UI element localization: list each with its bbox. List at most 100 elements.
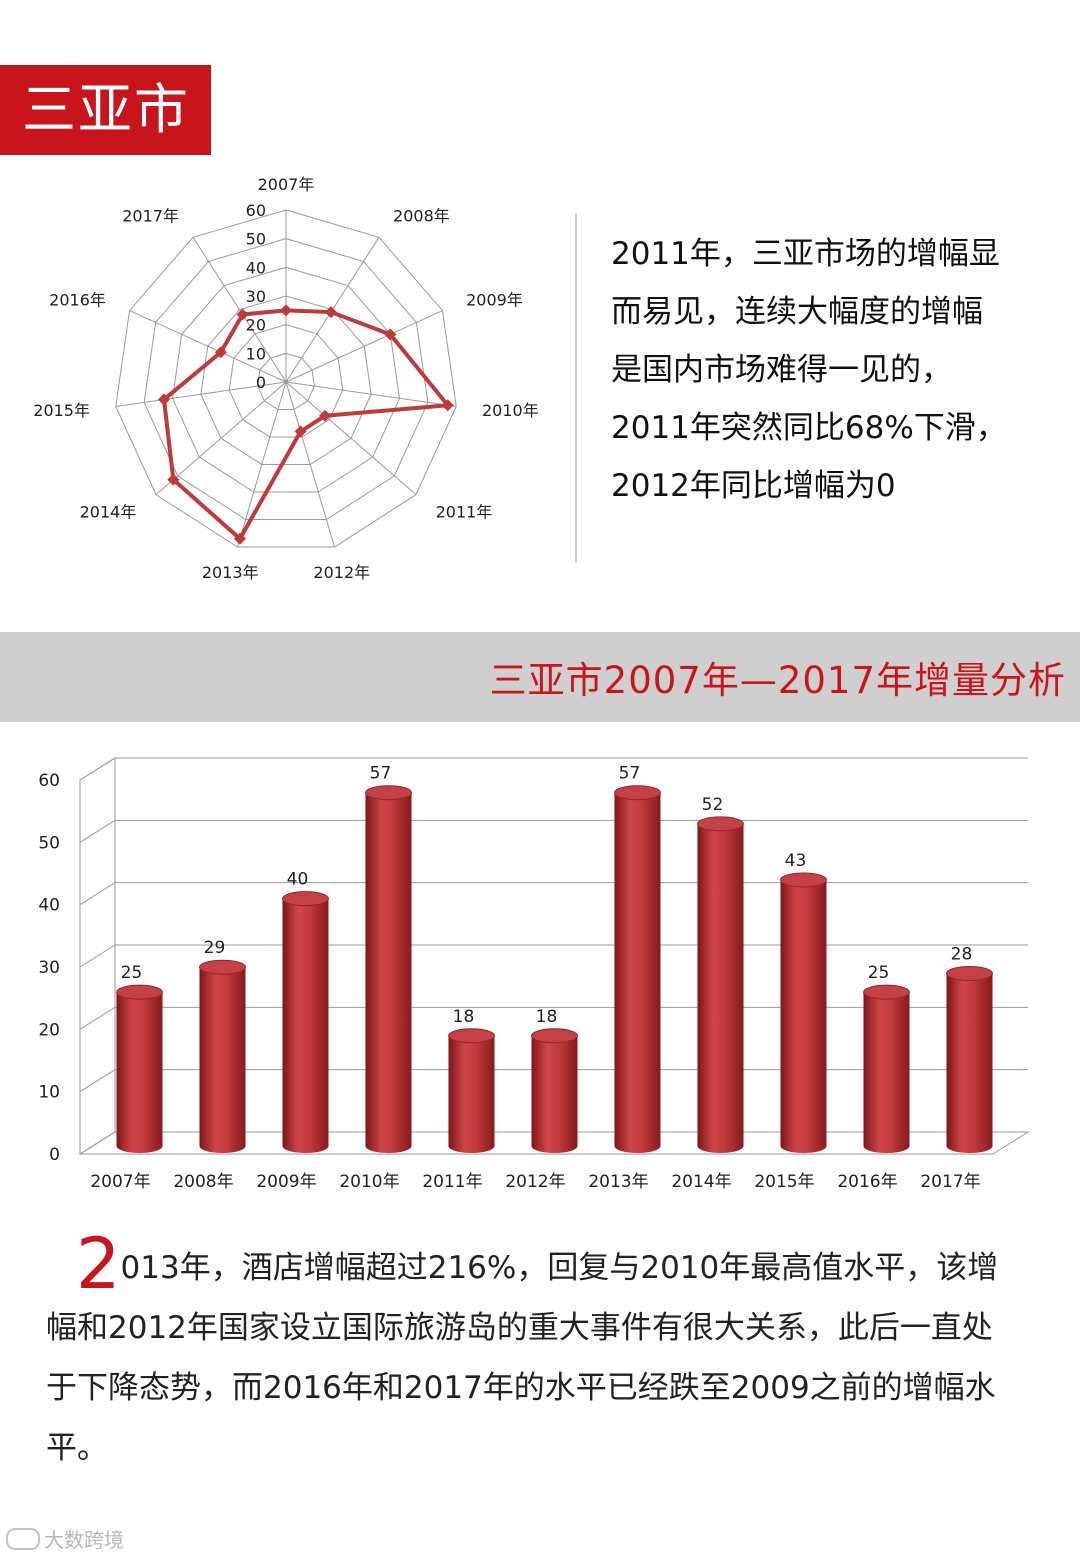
bar-group [780, 872, 827, 1153]
bar-top [116, 984, 163, 1000]
bar-top [697, 816, 744, 832]
radar-category-label: 2011年 [436, 503, 493, 522]
bar-top [863, 984, 910, 1000]
bar-data-label: 29 [204, 938, 226, 958]
bar-gridline-diagonal [79, 819, 116, 843]
radar-data-point [236, 308, 249, 321]
bar-gridline-diagonal [79, 1006, 116, 1030]
radar-grid-ring [115, 209, 457, 548]
bar-data-label: 18 [536, 1007, 558, 1027]
bar [697, 823, 744, 1153]
radar-grid-ring [200, 295, 372, 466]
paragraph-first-line: 2013年，酒店增幅超过216%，回复与2010年最高值水平，该增 [46, 1229, 1046, 1299]
summary-line: 2011年突然同比68%下滑， [611, 410, 1007, 446]
radar-category-label: 2016年 [49, 291, 106, 310]
radar-grid-ring [257, 352, 315, 411]
bar-top [365, 785, 412, 801]
radar-spoke [285, 381, 335, 548]
radar-spoke [285, 381, 457, 407]
bar-x-tick-label: 2014年 [671, 1172, 731, 1192]
watermark: 大数跨境 [6, 1524, 124, 1553]
bar-y-tick-label: 40 [38, 896, 60, 916]
bar-y-tick-label: 60 [38, 771, 60, 791]
bar-y-tick-label: 0 [49, 1145, 60, 1165]
radar-tick-label: 30 [246, 287, 266, 306]
radar-spoke [155, 381, 287, 496]
bar-x-tick-label: 2010年 [339, 1172, 399, 1192]
radar-tick-label: 50 [246, 230, 266, 249]
bar-data-label: 57 [619, 764, 641, 784]
radar-data-point [157, 393, 170, 406]
section-title: 三亚市2007年—2017年增量分析 [489, 659, 1066, 702]
bar [946, 973, 993, 1153]
bar-top [780, 872, 827, 888]
bar-y-tick-label: 10 [38, 1083, 60, 1103]
radar-grid-ring [143, 238, 429, 521]
bar-x-tick-label: 2009年 [256, 1172, 316, 1192]
radar-data-point [294, 425, 307, 438]
bar [863, 992, 910, 1153]
bar-top [531, 1028, 578, 1044]
radar-data-point [324, 306, 337, 319]
radar-category-label: 2013年 [202, 563, 259, 582]
radar-series-line [161, 308, 450, 541]
paragraph-line: 于下降态势，而2016年和2017年的水平已经跌至2009之前的增幅水 [46, 1370, 996, 1406]
radar-spoke [129, 310, 287, 383]
radar-category-label: 2017年 [122, 206, 179, 225]
bar-y-tick-label: 30 [38, 958, 60, 978]
bar-x-tick-label: 2015年 [754, 1172, 814, 1192]
bar-data-label: 28 [951, 944, 973, 964]
bar-x-tick-label: 2007年 [90, 1172, 150, 1192]
bar [448, 1035, 495, 1153]
vertical-divider [575, 213, 577, 563]
page-title: 三亚市 [0, 65, 211, 155]
radar-category-label: 2012年 [313, 563, 370, 582]
bar-data-label: 57 [370, 764, 392, 784]
bar-group [365, 785, 412, 1153]
bar-gridline-diagonal [79, 944, 116, 968]
radar-category-label: 2014年 [80, 503, 137, 522]
bar-data-label: 40 [287, 870, 309, 890]
radar-data-point [280, 304, 292, 317]
bar-y-tick-label: 50 [38, 833, 60, 853]
summary-line: 2012年同比增幅为0 [611, 468, 896, 504]
radar-tick-label: 40 [246, 258, 266, 277]
radar-tick-label: 0 [256, 373, 266, 392]
paragraph-line: 幅和2012年国家设立国际旅游岛的重大事件有很大关系，此后一直处 [46, 1310, 993, 1346]
bar-data-label: 43 [785, 851, 807, 871]
bar-group [946, 965, 993, 1153]
radar-spoke [285, 381, 417, 496]
bar-group [282, 891, 329, 1153]
radar-data-point [233, 532, 246, 545]
bar-x-tick-label: 2017年 [920, 1172, 980, 1192]
radar-data-point [384, 328, 397, 341]
summary-line: 是国内市场难得一见的， [611, 352, 952, 388]
bar-group [448, 1028, 495, 1153]
bar-chart: 0 10 20 30 40 50 60 25 2007年 29 2008年 40 2009年 57 2010… [38, 757, 1030, 1192]
bar-gridline-diagonal [79, 1069, 116, 1093]
radar-category-label: 2008年 [393, 206, 450, 225]
bar-top [946, 965, 993, 981]
bar [780, 879, 827, 1153]
summary-text: 2011年，三亚市场的增幅显 而易见，连续大幅度的增幅 是国内市场难得一见的， … [611, 225, 1061, 515]
radar-data-point [167, 473, 180, 486]
bar-group [116, 984, 163, 1153]
bar-grid [78, 757, 1030, 1155]
bar-x-tick-label: 2013年 [588, 1172, 648, 1192]
watermark-text: 大数跨境 [44, 1528, 124, 1552]
radar-spoke [285, 310, 443, 383]
bar-x-tick-label: 2011年 [422, 1172, 482, 1192]
summary-line: 2011年，三亚市场的增幅显 [611, 236, 1000, 272]
radar-chart: 0 10 20 30 40 50 60 2007年 2008年 2009年 2010年 2011年 20… [33, 175, 538, 582]
bar-group [614, 785, 661, 1153]
bar-gridline-diagonal [79, 1131, 116, 1155]
radar-grid-ring [171, 266, 401, 493]
watermark-logo-icon [6, 1528, 40, 1550]
radar-spoke [237, 381, 287, 548]
bar [365, 792, 412, 1153]
bar [116, 992, 163, 1153]
radar-tick-label: 20 [246, 316, 266, 335]
bar-data-label: 25 [868, 963, 890, 983]
paragraph-line: 平。 [46, 1430, 108, 1466]
bar [531, 1035, 578, 1153]
